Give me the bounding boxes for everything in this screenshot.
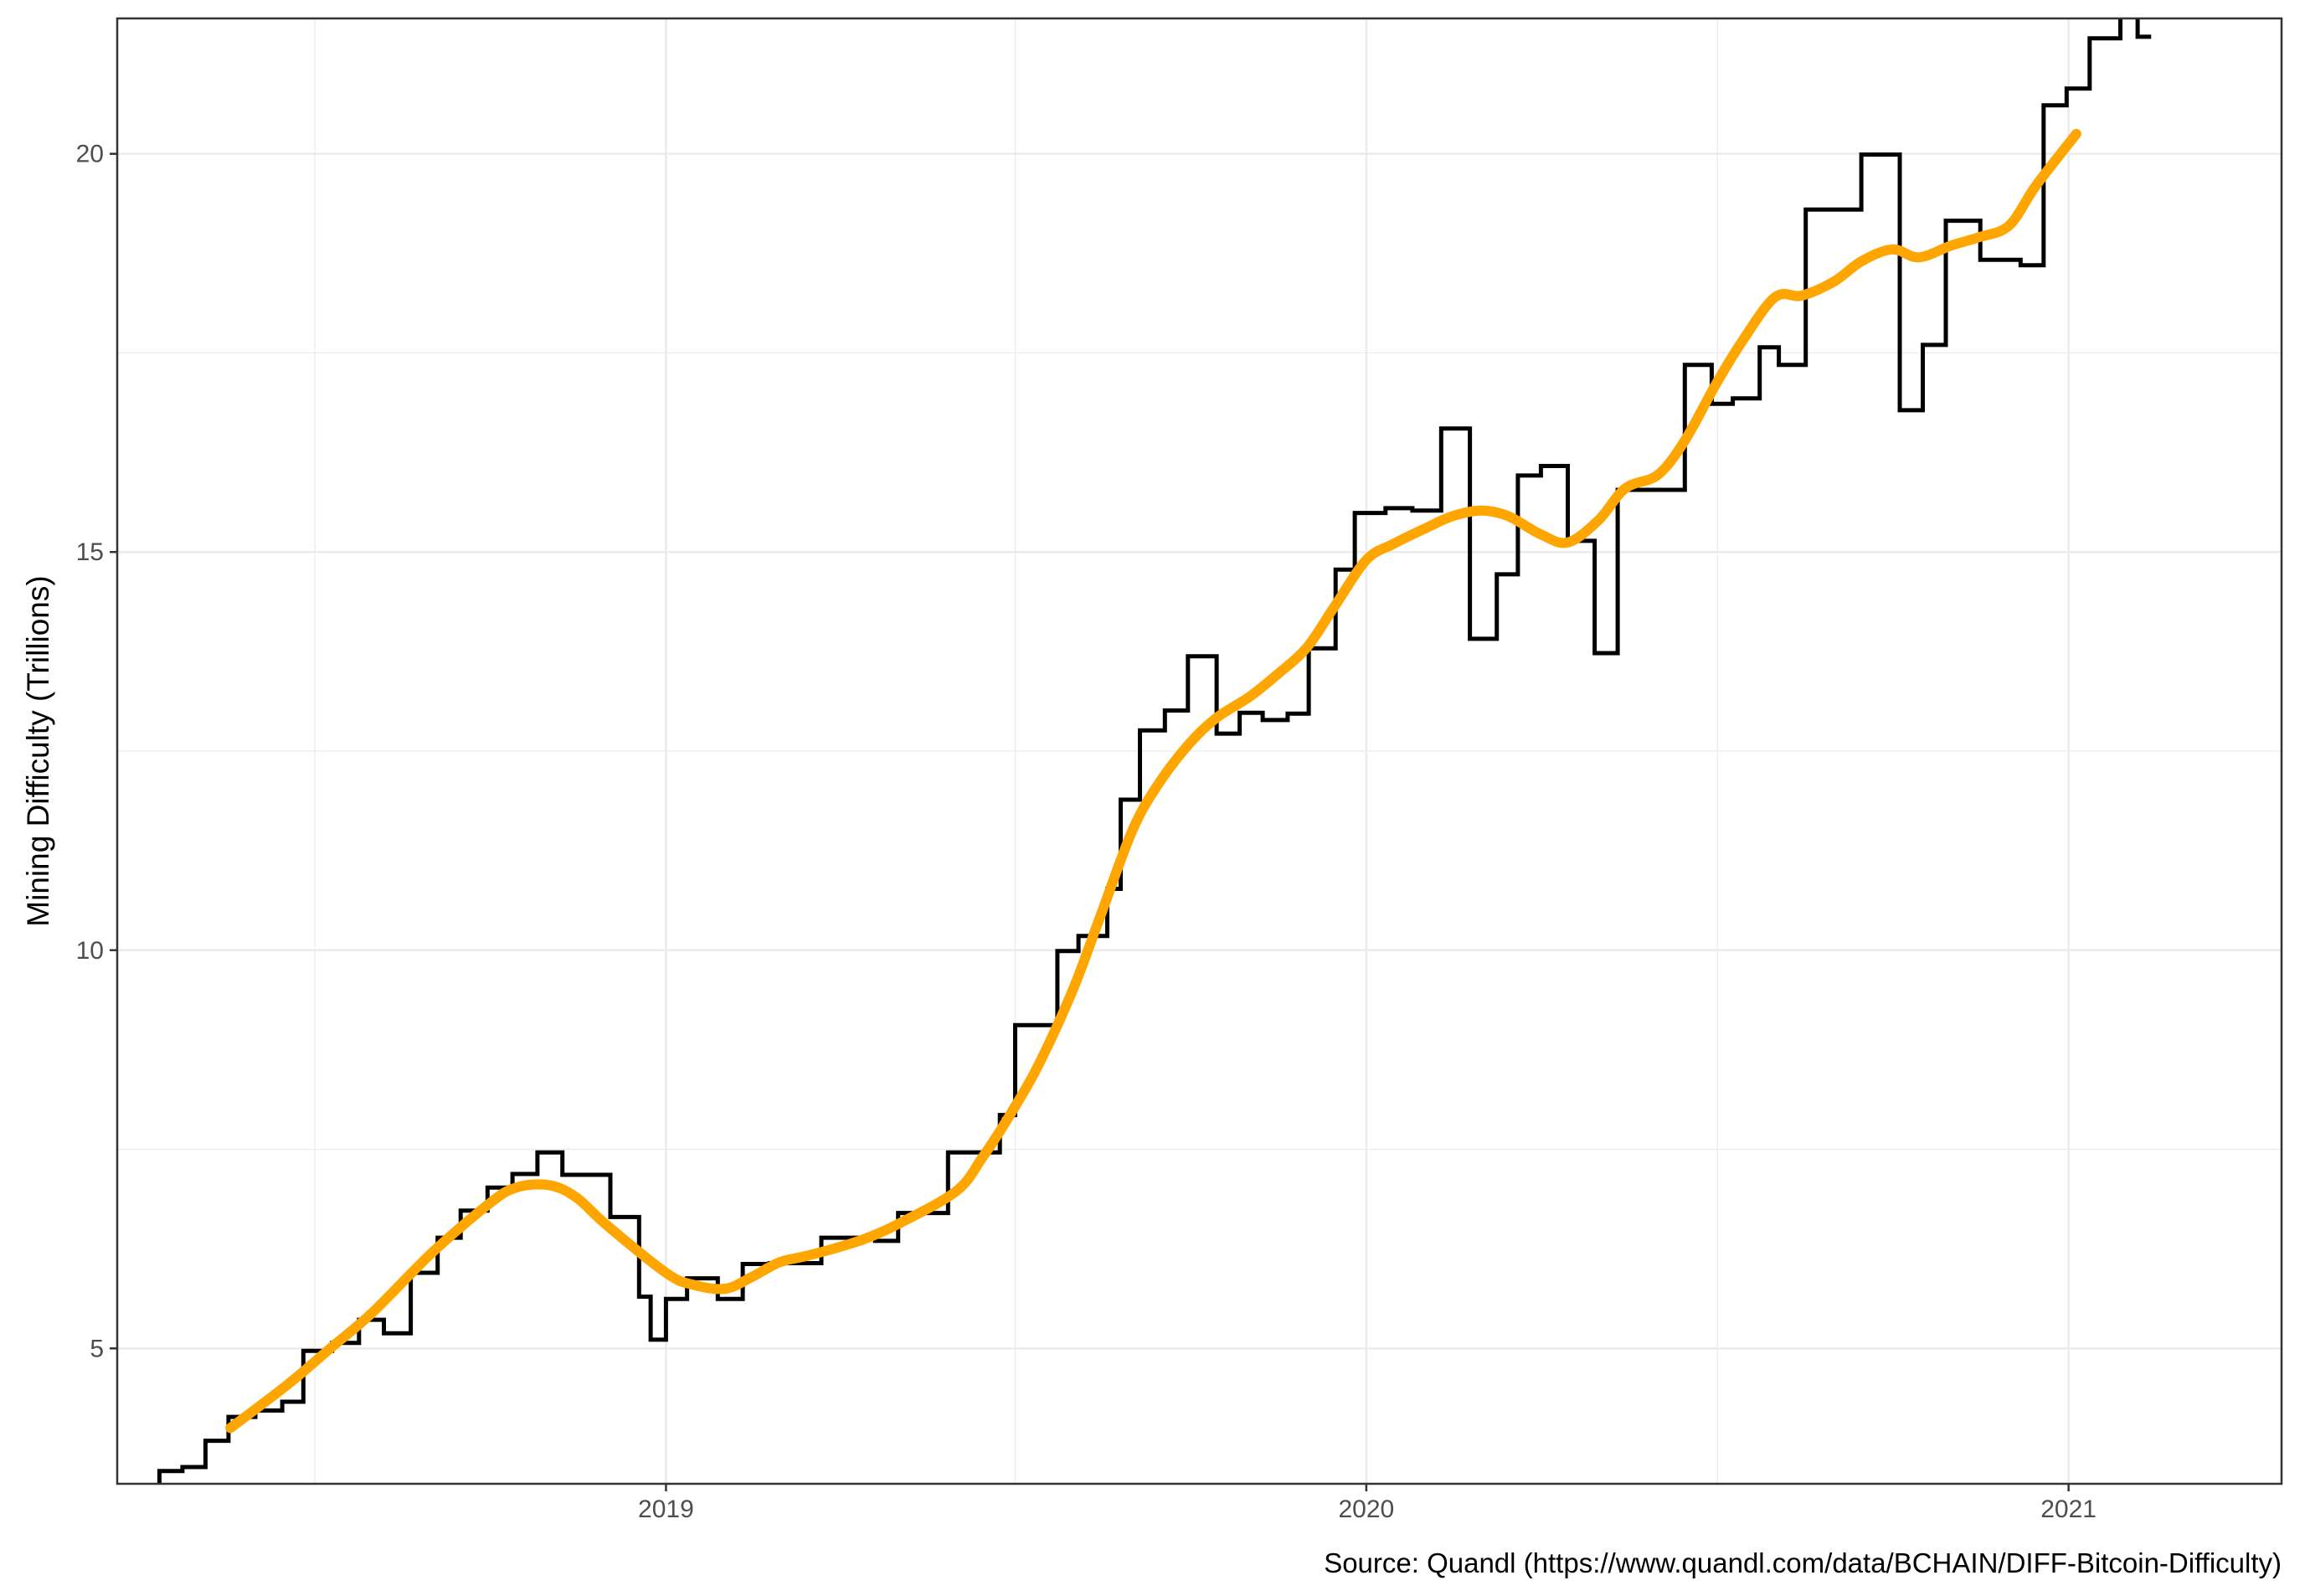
x-tick-label: 2020 [1339,1496,1395,1523]
grid-major [117,18,2282,1484]
y-axis-title: Mining Difficulty (Trillions) [21,575,55,926]
source-caption: Source: Quandl (https://www.quandl.com/d… [1324,1547,2282,1578]
y-tick-label: 10 [76,937,104,965]
y-tick-label: 15 [76,538,104,566]
panel-border [116,17,2283,1485]
series-layer [157,18,2152,1484]
x-tick-label: 2021 [2040,1496,2097,1523]
x-tick-label: 2019 [638,1496,694,1523]
y-axis: 5 10 15 20 [76,141,117,1362]
y-tick-label: 20 [76,141,104,168]
y-tick-label: 5 [90,1335,104,1362]
x-axis: 2019 2020 2021 [638,1484,2097,1523]
trend-line [225,128,2081,1434]
grid-minor [117,18,2282,1484]
